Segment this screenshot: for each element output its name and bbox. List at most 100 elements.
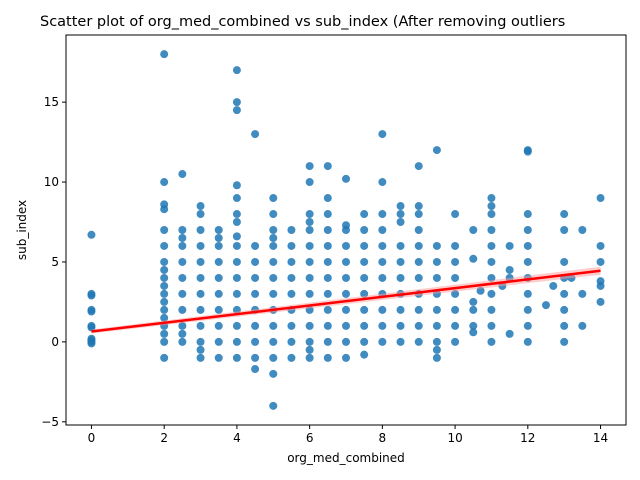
scatter-point bbox=[232, 106, 241, 115]
y-tick-label: 0 bbox=[51, 335, 59, 349]
scatter-point bbox=[196, 210, 205, 219]
scatter-point bbox=[287, 241, 296, 250]
scatter-point bbox=[342, 226, 350, 234]
scatter-point bbox=[378, 273, 387, 282]
x-tick-label: 6 bbox=[306, 431, 314, 445]
scatter-point bbox=[360, 241, 369, 250]
scatter-point bbox=[196, 273, 205, 282]
scatter-point bbox=[360, 210, 369, 219]
scatter-point bbox=[523, 337, 532, 346]
scatter-point bbox=[323, 273, 332, 282]
scatter-point bbox=[487, 337, 496, 346]
scatter-point bbox=[196, 345, 205, 354]
scatter-point bbox=[414, 257, 423, 266]
scatter-point bbox=[396, 202, 405, 211]
scatter-point bbox=[178, 305, 187, 314]
scatter-point bbox=[396, 337, 405, 346]
scatter-point bbox=[178, 337, 187, 346]
scatter-point bbox=[432, 337, 441, 346]
scatter-point bbox=[232, 353, 241, 362]
scatter-point bbox=[432, 305, 441, 314]
scatter-point bbox=[396, 257, 405, 266]
scatter-point bbox=[487, 202, 496, 211]
scatter-point bbox=[414, 305, 423, 314]
scatter-point bbox=[487, 241, 496, 250]
scatter-point bbox=[469, 254, 478, 263]
x-axis-ticks: 0 2 4 6 8 10 12 14 bbox=[88, 425, 608, 445]
scatter-point bbox=[232, 218, 241, 227]
y-tick-label: 5 bbox=[51, 255, 59, 269]
scatter-point bbox=[214, 305, 223, 314]
scatter-point bbox=[287, 257, 296, 266]
scatter-point bbox=[360, 350, 369, 359]
scatter-point bbox=[178, 257, 187, 266]
scatter-point bbox=[432, 146, 441, 155]
scatter-point bbox=[305, 178, 314, 187]
scatter-point bbox=[451, 210, 460, 219]
x-tick-label: 8 bbox=[379, 431, 387, 445]
scatter-point bbox=[160, 305, 169, 314]
scatter-point bbox=[523, 210, 532, 219]
chart-title: Scatter plot of org_med_combined vs sub_… bbox=[40, 14, 565, 30]
scatter-point bbox=[451, 257, 460, 266]
scatter-point bbox=[414, 162, 423, 171]
scatter-point bbox=[596, 297, 605, 306]
scatter-point bbox=[360, 337, 369, 346]
scatter-point bbox=[451, 289, 460, 298]
scatter-point bbox=[323, 162, 332, 171]
scatter-point bbox=[196, 321, 205, 330]
scatter-point bbox=[560, 321, 569, 330]
y-tick-label: 15 bbox=[44, 95, 59, 109]
y-axis-ticks: −5 0 5 10 15 bbox=[41, 95, 66, 429]
scatter-point bbox=[305, 337, 314, 346]
scatter-point bbox=[287, 273, 296, 282]
scatter-point bbox=[560, 210, 569, 219]
scatter-point bbox=[232, 66, 241, 75]
scatter-point bbox=[178, 273, 187, 282]
scatter-point bbox=[578, 226, 587, 234]
scatter-point bbox=[396, 273, 405, 282]
scatter-point bbox=[378, 321, 387, 330]
scatter-point bbox=[360, 257, 369, 266]
scatter-point bbox=[414, 226, 423, 234]
scatter-point bbox=[269, 273, 278, 282]
scatter-point bbox=[414, 210, 423, 219]
scatter-point bbox=[378, 210, 387, 219]
scatter-point bbox=[560, 305, 569, 314]
scatter-point bbox=[196, 257, 205, 266]
scatter-point bbox=[560, 257, 569, 266]
scatter-point bbox=[251, 130, 260, 139]
scatter-point bbox=[487, 289, 496, 298]
scatter-point bbox=[232, 241, 241, 250]
scatter-point bbox=[160, 281, 169, 290]
scatter-point bbox=[432, 273, 441, 282]
scatter-point bbox=[251, 337, 260, 346]
scatter-point bbox=[342, 321, 350, 330]
scatter-point bbox=[251, 353, 260, 362]
scatter-point bbox=[451, 273, 460, 282]
scatter-point bbox=[160, 50, 169, 59]
scatter-point bbox=[269, 353, 278, 362]
scatter-point bbox=[487, 273, 496, 282]
scatter-point bbox=[469, 305, 478, 314]
scatter-point bbox=[323, 321, 332, 330]
scatter-point bbox=[323, 210, 332, 219]
scatter-point bbox=[432, 345, 441, 354]
scatter-point bbox=[269, 369, 278, 378]
scatter-point bbox=[87, 230, 96, 239]
scatter-point bbox=[523, 289, 532, 298]
scatter-point bbox=[178, 329, 187, 338]
scatter-point bbox=[378, 226, 387, 234]
scatter-point bbox=[451, 305, 460, 314]
y-tick-label: 10 bbox=[44, 175, 59, 189]
scatter-point bbox=[560, 226, 569, 234]
scatter-point bbox=[305, 218, 314, 227]
scatter-point bbox=[432, 241, 441, 250]
scatter-point bbox=[414, 321, 423, 330]
scatter-point bbox=[269, 194, 278, 203]
scatter-point bbox=[523, 321, 532, 330]
scatter-point bbox=[269, 241, 278, 250]
scatter-point bbox=[342, 353, 350, 362]
scatter-point bbox=[469, 226, 478, 234]
scatter-point bbox=[305, 210, 314, 219]
